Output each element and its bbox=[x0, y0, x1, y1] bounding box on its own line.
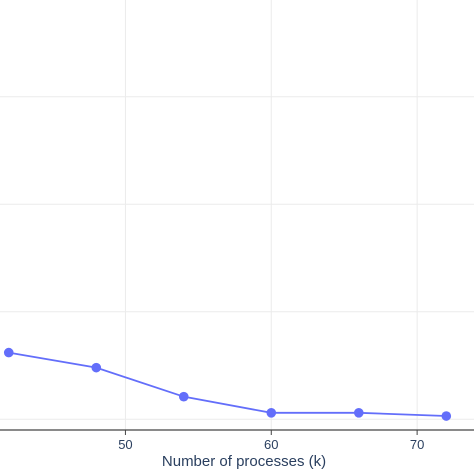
x-tick-label: 70 bbox=[410, 437, 424, 452]
horizontal-gridlines bbox=[0, 96, 474, 420]
x-axis-ticks: 50 60 70 bbox=[118, 430, 424, 452]
data-point bbox=[266, 408, 277, 418]
data-point bbox=[178, 391, 189, 402]
vertical-gridlines bbox=[124, 0, 418, 430]
data-series bbox=[3, 347, 452, 421]
x-tick-label: 50 bbox=[118, 437, 132, 452]
data-point bbox=[441, 411, 452, 421]
x-tick-label: 60 bbox=[264, 437, 278, 452]
series-line bbox=[8, 351, 447, 417]
data-point bbox=[353, 408, 364, 418]
x-axis-title: Number of processes (k) bbox=[162, 453, 326, 470]
data-point bbox=[91, 362, 102, 373]
data-point bbox=[3, 347, 14, 358]
